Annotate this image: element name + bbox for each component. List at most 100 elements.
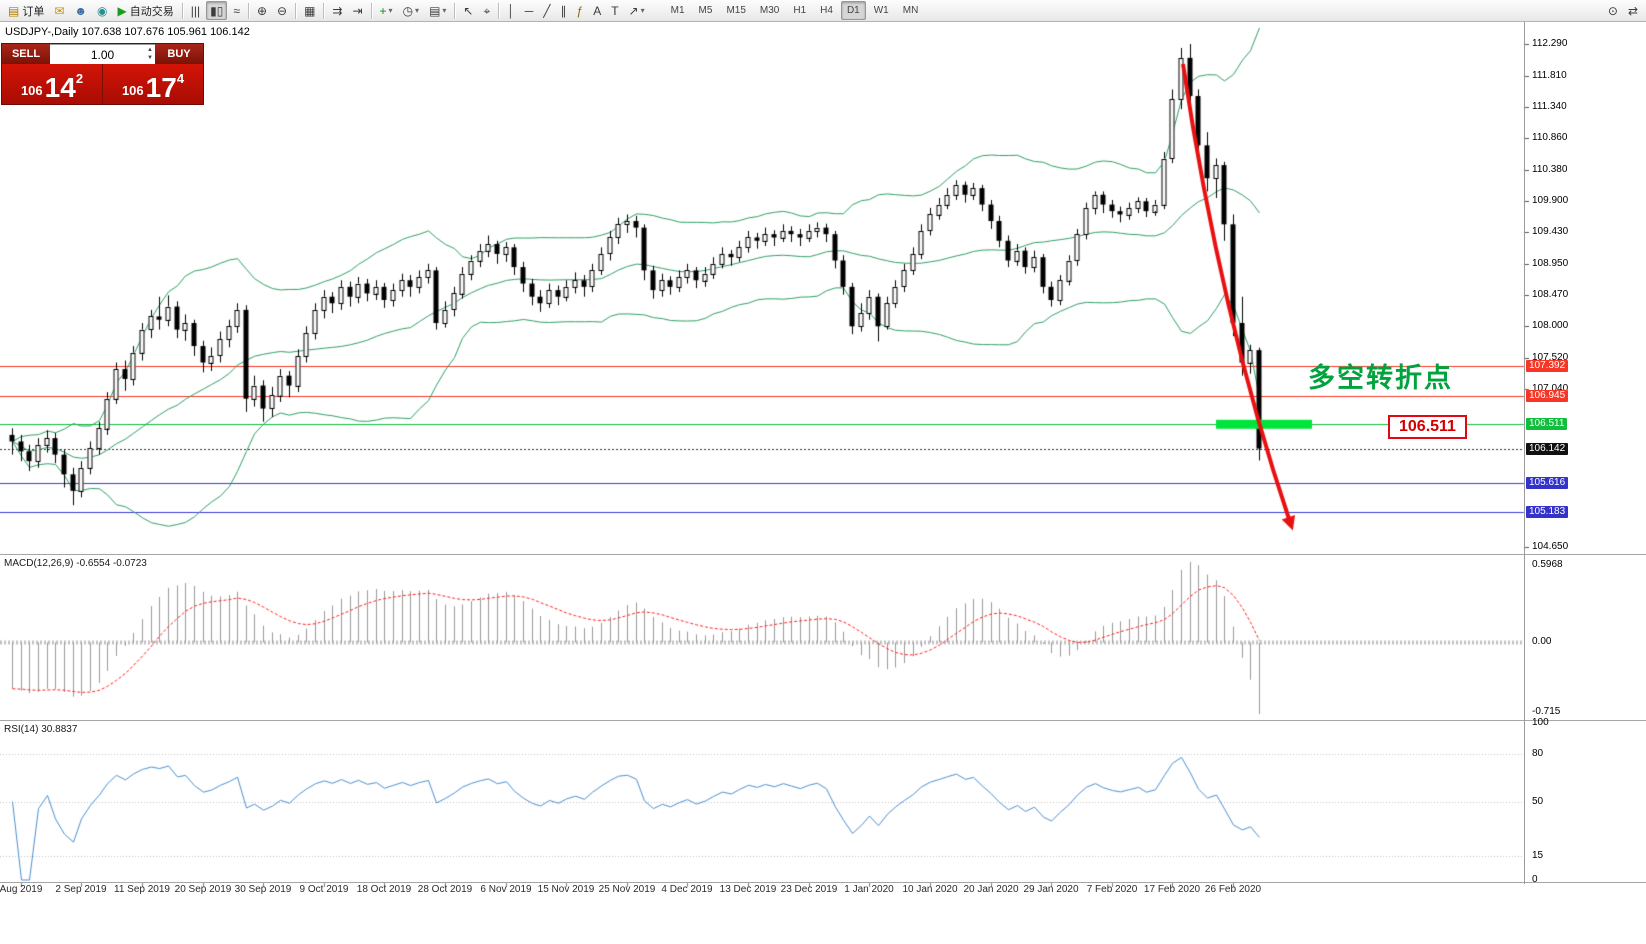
mailbox-icon: ✉ — [54, 3, 65, 18]
community-button[interactable]: ◉ — [93, 1, 111, 20]
fibonacci-button[interactable]: ƒ — [573, 1, 588, 20]
arrows-icon: ↗ — [628, 3, 639, 18]
timeframe-h1-button[interactable]: H1 — [793, 5, 807, 16]
toolbar-separator — [498, 2, 500, 19]
search-button[interactable]: ⊙ — [1604, 1, 1622, 20]
timeframe-m15-button[interactable]: M15 — [726, 5, 746, 16]
price-badge: 105.183 — [1526, 505, 1569, 518]
date-label: 20 Jan 2020 — [963, 884, 1019, 895]
timeframe-m1-button[interactable]: M1 — [670, 5, 685, 16]
macd-panel-splitter[interactable] — [0, 554, 1646, 555]
date-label: 13 Dec 2019 — [719, 884, 777, 895]
date-label: 30 Sep 2019 — [234, 884, 292, 895]
support-button[interactable]: ☻ — [70, 1, 91, 20]
date-label: 2 Sep 2019 — [55, 884, 107, 895]
date-label: 18 Oct 2019 — [356, 884, 412, 895]
indicators-button[interactable]: + ▾ — [376, 1, 397, 20]
date-label: 26 Feb 2020 — [1204, 884, 1262, 895]
vertical-line-button[interactable]: │ — [503, 1, 519, 20]
timeframe-w1-button[interactable]: W1 — [873, 5, 889, 16]
auto-scroll-button[interactable]: ⇉ — [328, 1, 346, 20]
zoom-in-icon: ⊕ — [256, 3, 267, 18]
trendline-button[interactable]: ╱ — [539, 1, 554, 20]
support-icon: ☻ — [74, 3, 88, 18]
axis-tick-label: 108.000 — [1532, 320, 1569, 332]
line-chart-button[interactable]: ≈ — [229, 1, 244, 20]
axis-tick-label: 0 — [1532, 874, 1538, 885]
buy-price[interactable]: 106 17 4 — [102, 64, 203, 104]
time-axis-separator — [0, 882, 1646, 883]
arrows-button[interactable]: ↗ ▾ — [625, 1, 649, 20]
periods-button[interactable]: ◷ ▾ — [399, 1, 424, 20]
timeframe-m30-button[interactable]: M30 — [759, 5, 780, 16]
periods-icon: ◷ — [402, 3, 414, 18]
axis-tick-label: 107.520 — [1532, 351, 1569, 363]
time-axis[interactable]: Aug 2019 2 Sep 2019 11 Sep 2019 20 Sep 2019… — [0, 884, 1646, 898]
timeframe-mn-button[interactable]: MN — [902, 5, 919, 16]
zoom-in-button[interactable]: ⊕ — [253, 1, 271, 20]
timeframe-h4-button[interactable]: H4 — [820, 5, 833, 16]
sell-button[interactable]: SELL — [2, 44, 50, 64]
volume-spinner[interactable]: ▲ ▼ — [147, 47, 153, 63]
sell-pips: 14 — [44, 72, 76, 104]
chevron-down-icon: ▾ — [388, 6, 393, 15]
toolbar-separator — [181, 2, 183, 19]
tile-windows-icon: ▦ — [304, 3, 316, 18]
rsi-panel-splitter[interactable] — [0, 720, 1646, 721]
candlestick-chart-icon: ▮▯ — [210, 3, 224, 18]
cursor-icon: ↖ — [463, 3, 474, 18]
zoom-out-button[interactable]: ⊖ — [273, 1, 291, 20]
new-order-icon: ▤ — [8, 3, 20, 18]
axis-tick-label: 50 — [1532, 795, 1544, 807]
timeframe-m5-button[interactable]: M5 — [698, 5, 713, 16]
horizontal-line-button[interactable]: ─ — [521, 1, 538, 20]
spinner-down-icon[interactable]: ▼ — [147, 54, 153, 61]
new-order-button[interactable]: ▤ 订单 — [4, 1, 48, 20]
date-label: 10 Jan 2020 — [902, 884, 958, 895]
date-label: 6 Nov 2019 — [480, 884, 532, 895]
axis-tick-label: 107.040 — [1532, 383, 1569, 395]
volume-input[interactable]: 1.00 ▲ ▼ — [50, 44, 155, 64]
templates-button[interactable]: ▤ ▾ — [425, 1, 450, 20]
date-label: 28 Oct 2019 — [417, 884, 473, 895]
price-axis[interactable]: 112.290 111.810 111.340 110.860 110.380 109.9… — [1524, 0, 1646, 944]
fibonacci-icon: ƒ — [576, 3, 584, 18]
price-badge: 107.392 — [1526, 360, 1569, 373]
toolbar-separator — [295, 2, 297, 19]
date-label: 4 Dec 2019 — [661, 884, 713, 895]
cursor-button[interactable]: ↖ — [459, 1, 477, 20]
text-button[interactable]: A — [589, 1, 605, 20]
autotrading-button[interactable]: ▶ 自动交易 — [114, 1, 178, 20]
toolbar: ▤ 订单 ✉ ☻ ◉ ▶ 自动交易 ||| ▮▯ ≈ ⊕ ⊖ ▦ ⇉ ⇥ + ▾ ◷ ▾ ▤ ▾ ↖ ⌖ │ ─ ╱ ∥ ƒ A T ↗ ▾ M… — [0, 0, 1646, 22]
price-axis-border — [1524, 21, 1525, 884]
price-badge: 106.142 — [1526, 442, 1569, 455]
tile-windows-button[interactable]: ▦ — [300, 1, 319, 20]
mailbox-button[interactable]: ✉ — [50, 1, 68, 20]
axis-tick-label: 110.380 — [1532, 163, 1568, 175]
vertical-line-icon: │ — [507, 3, 515, 18]
chart-shift-icon: ⇥ — [352, 3, 363, 18]
sell-big-figure: 106 — [20, 83, 43, 98]
sell-price[interactable]: 106 14 2 — [2, 64, 102, 104]
date-label: 25 Nov 2019 — [598, 884, 656, 895]
spinner-up-icon[interactable]: ▲ — [147, 47, 153, 53]
date-label: 17 Feb 2020 — [1143, 884, 1201, 895]
new-order-button-label: 订单 — [22, 5, 45, 18]
auto-scroll-icon: ⇉ — [332, 3, 343, 18]
toolbar-separator — [454, 2, 456, 19]
axis-tick-label: 109.430 — [1532, 226, 1569, 238]
buy-button[interactable]: BUY — [155, 44, 203, 64]
date-label: 23 Dec 2019 — [780, 884, 838, 895]
macd-indicator-label: MACD(12,26,9) -0.6554 -0.0723 — [4, 558, 147, 569]
axis-tick-label: 15 — [1532, 850, 1544, 862]
bars-chart-button[interactable]: ||| — [187, 1, 204, 20]
chart-shift-button[interactable]: ⇥ — [348, 1, 366, 20]
timeframe-d1-button[interactable]: D1 — [840, 1, 866, 20]
channel-button[interactable]: ∥ — [557, 1, 571, 20]
label-button[interactable]: T — [607, 1, 622, 20]
chat-button[interactable]: ⇄ — [1624, 1, 1642, 20]
candlestick-chart-button[interactable]: ▮▯ — [206, 1, 228, 20]
crosshair-button[interactable]: ⌖ — [479, 1, 494, 20]
